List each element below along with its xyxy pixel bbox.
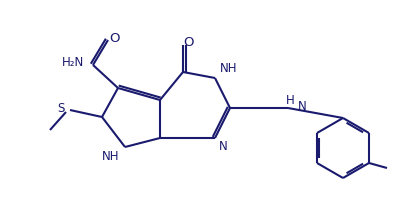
Text: O: O <box>183 36 193 49</box>
Text: H₂N: H₂N <box>62 57 84 70</box>
Text: H: H <box>286 93 294 106</box>
Text: N: N <box>219 139 227 152</box>
Text: N: N <box>298 100 307 113</box>
Text: NH: NH <box>102 149 120 163</box>
Text: O: O <box>109 32 119 45</box>
Text: S: S <box>58 102 65 116</box>
Text: NH: NH <box>220 63 238 75</box>
